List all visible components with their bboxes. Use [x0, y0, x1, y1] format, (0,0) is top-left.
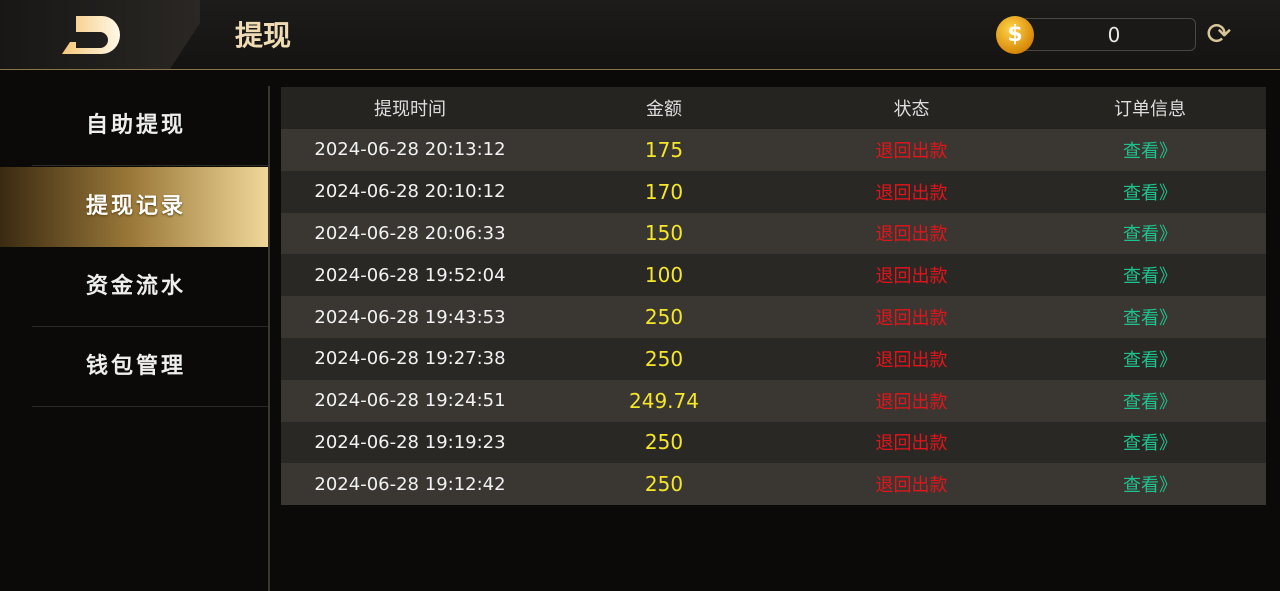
column-header-status: 状态 — [893, 99, 930, 120]
status-cell: 退回出款 — [875, 391, 948, 413]
sidebar-item-wallet-management[interactable]: 钱包管理 — [0, 327, 268, 407]
view-order-link[interactable]: 查看》 — [1123, 266, 1177, 288]
amount-cell: 249.74 — [629, 388, 699, 413]
status-cell: 退回出款 — [875, 349, 948, 371]
time-cell: 2024-06-28 19:43:53 — [314, 306, 506, 328]
time-cell: 2024-06-28 19:19:23 — [314, 431, 506, 453]
view-order-link[interactable]: 查看》 — [1123, 140, 1177, 162]
status-cell: 退回出款 — [875, 266, 948, 288]
view-order-link[interactable]: 查看》 — [1123, 308, 1177, 330]
back-area[interactable] — [0, 0, 200, 69]
time-cell: 2024-06-28 20:10:12 — [314, 181, 506, 203]
amount-cell: 250 — [644, 472, 684, 497]
sidebar: 自助提现 提现记录 资金流水 钱包管理 — [0, 86, 270, 591]
amount-cell: 250 — [644, 430, 684, 455]
view-order-link[interactable]: 查看》 — [1123, 182, 1177, 204]
table-row: 2024-06-28 19:52:04 100 退回出款 查看》 — [281, 254, 1266, 297]
amount-cell: 250 — [644, 305, 684, 330]
amount-cell: 100 — [644, 263, 684, 288]
page-title: 提现 — [235, 19, 292, 52]
time-cell: 2024-06-28 20:06:33 — [314, 222, 506, 244]
status-cell: 退回出款 — [875, 182, 948, 204]
view-order-link[interactable]: 查看》 — [1123, 349, 1177, 371]
status-cell: 退回出款 — [875, 224, 948, 246]
view-order-link[interactable]: 查看》 — [1123, 224, 1177, 246]
sidebar-item-withdraw-records[interactable]: 提现记录 — [0, 167, 268, 247]
time-cell: 2024-06-28 20:13:12 — [314, 139, 506, 161]
column-header-amount: 金额 — [646, 99, 682, 120]
withdraw-records-table: 提现时间 金额 状态 订单信息 2024-06-28 20:13:12 175 退回… — [281, 87, 1266, 506]
table-row: 2024-06-28 19:19:23 250 退回出款 查看》 — [281, 421, 1266, 464]
sidebar-item-self-withdraw[interactable]: 自助提现 — [0, 86, 268, 166]
amount-cell: 150 — [644, 221, 684, 246]
view-order-link[interactable]: 查看》 — [1123, 433, 1177, 455]
table-row: 2024-06-28 19:27:38 250 退回出款 查看》 — [281, 337, 1266, 380]
view-order-link[interactable]: 查看》 — [1123, 475, 1177, 497]
amount-cell: 250 — [644, 346, 684, 371]
table-row: 2024-06-28 19:24:51 249.74 退回出款 查看》 — [281, 379, 1266, 422]
refresh-icon[interactable]: ⟳ — [1206, 17, 1232, 52]
back-logo-icon[interactable] — [62, 16, 120, 54]
view-order-link[interactable]: 查看》 — [1123, 391, 1177, 413]
table-row: 2024-06-28 19:43:53 250 退回出款 查看》 — [281, 296, 1266, 338]
balance-display: 0 — [1020, 18, 1196, 51]
time-cell: 2024-06-28 19:12:42 — [314, 473, 506, 495]
sidebar-item-fund-flow[interactable]: 资金流水 — [0, 247, 268, 327]
status-cell: 退回出款 — [875, 308, 948, 330]
column-header-order-info: 订单信息 — [1114, 99, 1186, 120]
amount-cell: 175 — [644, 137, 684, 162]
table-row: 2024-06-28 20:13:12 175 退回出款 查看》 — [281, 129, 1266, 171]
table-header: 提现时间 金额 状态 订单信息 — [281, 87, 1266, 129]
column-header-time: 提现时间 — [374, 99, 446, 120]
time-cell: 2024-06-28 19:52:04 — [314, 264, 506, 286]
time-cell: 2024-06-28 19:24:51 — [314, 390, 506, 412]
status-cell: 退回出款 — [875, 475, 948, 497]
amount-cell: 170 — [644, 179, 684, 204]
top-bar: 提现 0 $ ⟳ — [0, 0, 1280, 70]
time-cell: 2024-06-28 19:27:38 — [314, 348, 506, 370]
table-row: 2024-06-28 19:12:42 250 退回出款 查看》 — [281, 463, 1266, 506]
status-cell: 退回出款 — [875, 140, 948, 162]
coin-dollar-icon: $ — [996, 16, 1034, 54]
status-cell: 退回出款 — [875, 433, 948, 455]
table-row: 2024-06-28 20:06:33 150 退回出款 查看》 — [281, 212, 1266, 255]
table-row: 2024-06-28 20:10:12 170 退回出款 查看》 — [281, 170, 1266, 213]
